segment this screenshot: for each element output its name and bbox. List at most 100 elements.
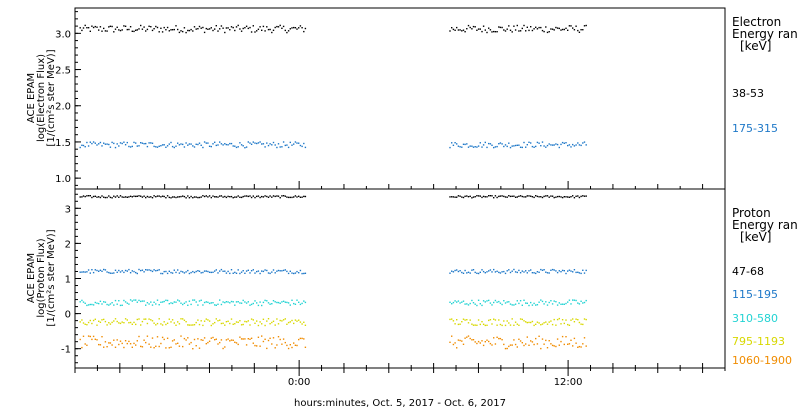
data-point-proton-47-68 xyxy=(222,196,224,198)
data-point-proton-47-68 xyxy=(525,196,527,198)
data-point-electron-175-315 xyxy=(141,142,144,144)
data-point-proton-47-68 xyxy=(114,196,117,198)
data-point-electron-175-315 xyxy=(212,143,214,145)
data-point-proton-795-1193 xyxy=(494,319,497,321)
data-point-proton-310-580 xyxy=(272,300,275,302)
data-point-electron-175-315 xyxy=(158,145,160,147)
data-point-electron-175-315 xyxy=(170,141,172,144)
data-point-proton-115-195 xyxy=(570,270,572,272)
data-point-proton-1060-1900 xyxy=(541,338,544,340)
data-point-proton-795-1193 xyxy=(212,323,214,325)
data-point-proton-115-195 xyxy=(230,269,233,271)
data-point-proton-310-580 xyxy=(456,301,458,303)
data-point-proton-115-195 xyxy=(82,271,85,273)
data-point-proton-47-68 xyxy=(493,197,495,199)
data-point-proton-795-1193 xyxy=(519,318,522,320)
data-point-proton-795-1193 xyxy=(525,321,527,323)
data-point-proton-795-1193 xyxy=(173,322,175,324)
data-point-electron-175-315 xyxy=(486,146,488,149)
data-point-proton-115-195 xyxy=(287,272,290,275)
data-point-electron-38-53 xyxy=(200,27,202,29)
data-point-proton-795-1193 xyxy=(198,323,201,326)
data-point-proton-1060-1900 xyxy=(474,341,476,343)
data-point-proton-1060-1900 xyxy=(486,339,488,341)
data-point-proton-115-195 xyxy=(272,269,275,271)
data-point-proton-795-1193 xyxy=(183,319,186,321)
data-point-proton-795-1193 xyxy=(499,323,502,326)
data-point-proton-795-1193 xyxy=(271,321,273,324)
data-point-proton-310-580 xyxy=(287,302,290,304)
data-point-proton-310-580 xyxy=(168,303,170,305)
data-point-proton-47-68 xyxy=(89,195,91,197)
data-point-electron-175-315 xyxy=(452,144,455,146)
data-point-proton-115-195 xyxy=(540,268,542,271)
data-point-electron-175-315 xyxy=(476,146,478,148)
data-point-proton-1060-1900 xyxy=(583,337,586,339)
data-point-proton-1060-1900 xyxy=(287,347,290,350)
data-point-proton-1060-1900 xyxy=(81,346,83,349)
data-point-proton-47-68 xyxy=(269,195,271,197)
data-point-proton-795-1193 xyxy=(467,322,470,324)
data-point-proton-795-1193 xyxy=(153,322,155,324)
data-point-electron-175-315 xyxy=(494,146,497,148)
data-point-proton-310-580 xyxy=(171,302,174,305)
data-point-electron-175-315 xyxy=(234,145,236,147)
data-point-proton-115-195 xyxy=(294,272,297,274)
data-point-electron-38-53 xyxy=(155,25,157,28)
data-point-electron-175-315 xyxy=(185,142,187,144)
data-point-proton-115-195 xyxy=(471,269,473,271)
data-point-electron-38-53 xyxy=(217,30,219,32)
data-point-proton-115-195 xyxy=(118,269,120,272)
data-point-electron-38-53 xyxy=(464,31,466,33)
data-point-proton-47-68 xyxy=(175,196,177,199)
data-point-proton-1060-1900 xyxy=(563,343,565,346)
data-point-proton-47-68 xyxy=(287,196,290,199)
data-point-electron-175-315 xyxy=(86,141,88,144)
data-point-proton-795-1193 xyxy=(264,324,266,327)
data-point-proton-310-580 xyxy=(509,303,512,305)
data-point-proton-795-1193 xyxy=(200,320,202,322)
data-point-electron-175-315 xyxy=(489,143,492,145)
data-point-proton-115-195 xyxy=(106,271,108,273)
data-point-electron-38-53 xyxy=(580,29,582,31)
data-point-electron-175-315 xyxy=(79,146,81,149)
data-point-proton-1060-1900 xyxy=(203,337,206,339)
data-point-proton-795-1193 xyxy=(170,321,172,323)
data-point-electron-38-53 xyxy=(170,29,172,31)
data-point-proton-47-68 xyxy=(170,197,172,199)
data-point-proton-1060-1900 xyxy=(561,335,564,338)
data-point-electron-175-315 xyxy=(92,141,95,143)
data-point-proton-47-68 xyxy=(207,196,209,198)
data-point-proton-115-195 xyxy=(128,268,130,271)
data-point-proton-795-1193 xyxy=(578,321,581,324)
data-point-proton-795-1193 xyxy=(210,324,212,327)
data-point-proton-115-195 xyxy=(528,270,530,272)
data-point-proton-47-68 xyxy=(296,196,298,198)
data-point-proton-310-580 xyxy=(234,304,236,306)
data-point-proton-1060-1900 xyxy=(506,347,508,350)
data-point-proton-1060-1900 xyxy=(129,343,132,345)
data-point-proton-115-195 xyxy=(506,270,508,272)
x-tick-label-1: 12:00 xyxy=(554,377,583,388)
data-point-electron-38-53 xyxy=(541,29,544,32)
data-point-proton-310-580 xyxy=(582,302,584,304)
data-point-electron-175-315 xyxy=(94,142,96,144)
data-point-electron-38-53 xyxy=(82,27,85,29)
data-point-proton-1060-1900 xyxy=(208,340,211,342)
data-point-electron-175-315 xyxy=(190,143,192,145)
data-point-proton-1060-1900 xyxy=(244,338,246,340)
data-point-proton-795-1193 xyxy=(293,322,295,325)
data-point-proton-1060-1900 xyxy=(222,347,224,350)
data-point-electron-175-315 xyxy=(269,143,271,145)
data-point-proton-795-1193 xyxy=(254,322,256,324)
data-point-proton-1060-1900 xyxy=(146,335,149,337)
data-point-proton-795-1193 xyxy=(580,323,582,325)
data-point-electron-175-315 xyxy=(303,142,305,145)
data-point-proton-310-580 xyxy=(232,301,234,303)
data-point-proton-310-580 xyxy=(138,299,140,302)
data-point-proton-115-195 xyxy=(249,272,251,274)
data-point-electron-38-53 xyxy=(160,27,162,29)
data-point-proton-1060-1900 xyxy=(133,342,135,345)
data-point-electron-175-315 xyxy=(279,146,281,148)
data-point-proton-115-195 xyxy=(247,269,249,271)
